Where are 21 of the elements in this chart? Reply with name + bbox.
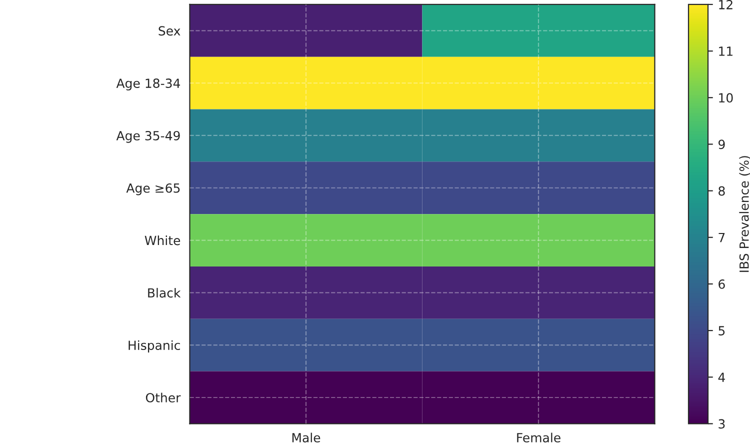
x-tick-label: Female	[517, 432, 560, 442]
color-bar-label: 8	[718, 186, 725, 196]
y-tick-label: White	[144, 236, 180, 246]
y-tick-label: Age 18-34	[116, 78, 180, 90]
y-tick-label: Black	[148, 288, 181, 298]
y-tick-label: Sex	[158, 26, 180, 36]
y-tick-label: Age ≥65	[126, 183, 180, 196]
color-bar-label: 4	[718, 372, 725, 382]
color-bar-label: 3	[718, 419, 725, 429]
color-bar-label: 9	[718, 140, 725, 150]
y-tick-label: Hispanic	[128, 340, 180, 352]
y-tick-label: Other	[146, 392, 181, 402]
x-tick-label: Male	[292, 432, 320, 442]
color-bar-title: IBS Prevalence (%)	[739, 156, 750, 272]
color-bar-label: 6	[718, 279, 725, 289]
color-bar-label: 10	[719, 93, 733, 103]
y-tick-label: Age 35-49	[116, 130, 180, 143]
color-bar-label: 12	[719, 0, 732, 10]
color-bar-label: 5	[718, 326, 725, 336]
color-bar-label: 11	[719, 46, 732, 56]
color-bar-label: 7	[718, 233, 725, 242]
